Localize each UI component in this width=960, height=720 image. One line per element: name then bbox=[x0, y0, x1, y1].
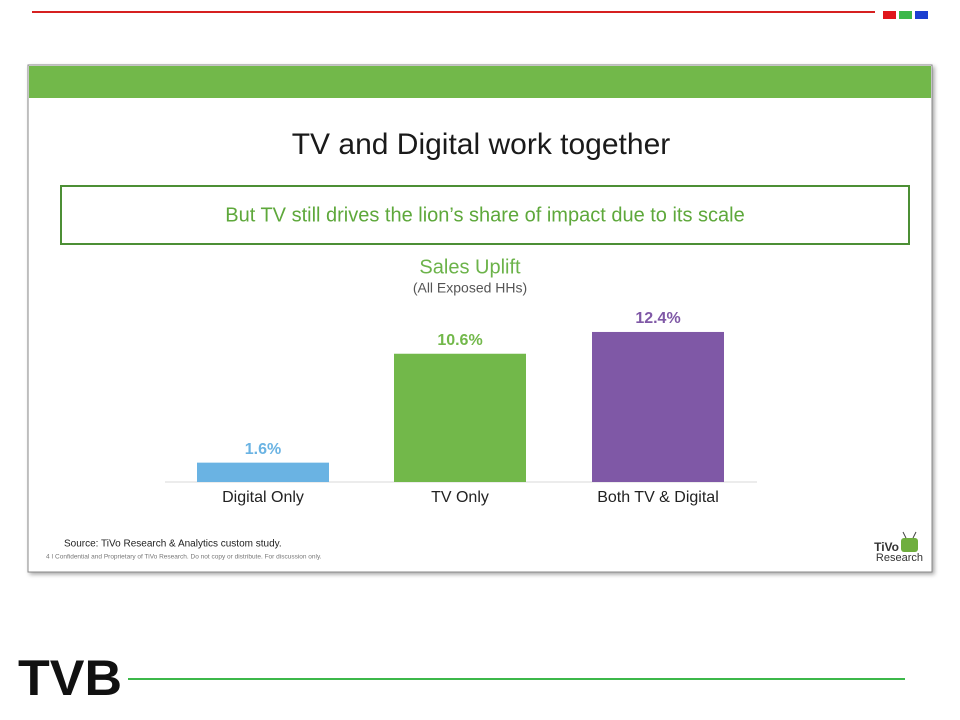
chart: Sales Uplift (All Exposed HHs) 1.6% Digit… bbox=[165, 256, 757, 506]
category-label: Digital Only bbox=[222, 489, 304, 506]
tivo-icon bbox=[901, 538, 918, 552]
source: Source: TiVo Research & Analytics custom… bbox=[64, 539, 282, 550]
callout: But TV still drives the lion’s share of … bbox=[225, 204, 745, 226]
value-label: 12.4% bbox=[635, 310, 680, 327]
chart-subtitle: (All Exposed HHs) bbox=[413, 280, 527, 296]
tivo-word: TiVo bbox=[874, 540, 899, 554]
brand-logo: TVB bbox=[18, 650, 122, 706]
tivo-antenna bbox=[902, 531, 907, 539]
panel-band bbox=[29, 66, 931, 98]
value-label: 10.6% bbox=[437, 332, 482, 349]
chart-title: Sales Uplift bbox=[419, 256, 521, 278]
callout-box bbox=[60, 185, 910, 245]
square-green bbox=[899, 11, 912, 19]
value-label: 1.6% bbox=[245, 441, 281, 458]
bar bbox=[394, 353, 526, 482]
panel bbox=[27, 64, 933, 573]
bar bbox=[592, 331, 724, 482]
square-blue bbox=[915, 11, 928, 19]
category-label: Both TV & Digital bbox=[597, 489, 719, 506]
partner-logo: TiVo Research bbox=[874, 531, 923, 564]
footer: 4 I Confidential and Proprietary of TiVo… bbox=[46, 554, 322, 561]
headline: TV and Digital work together bbox=[292, 128, 671, 161]
tivo-research: Research bbox=[876, 552, 923, 564]
bar bbox=[197, 462, 329, 482]
square-red bbox=[883, 11, 896, 19]
tivo-antenna bbox=[912, 531, 917, 539]
category-label: TV Only bbox=[431, 489, 489, 506]
